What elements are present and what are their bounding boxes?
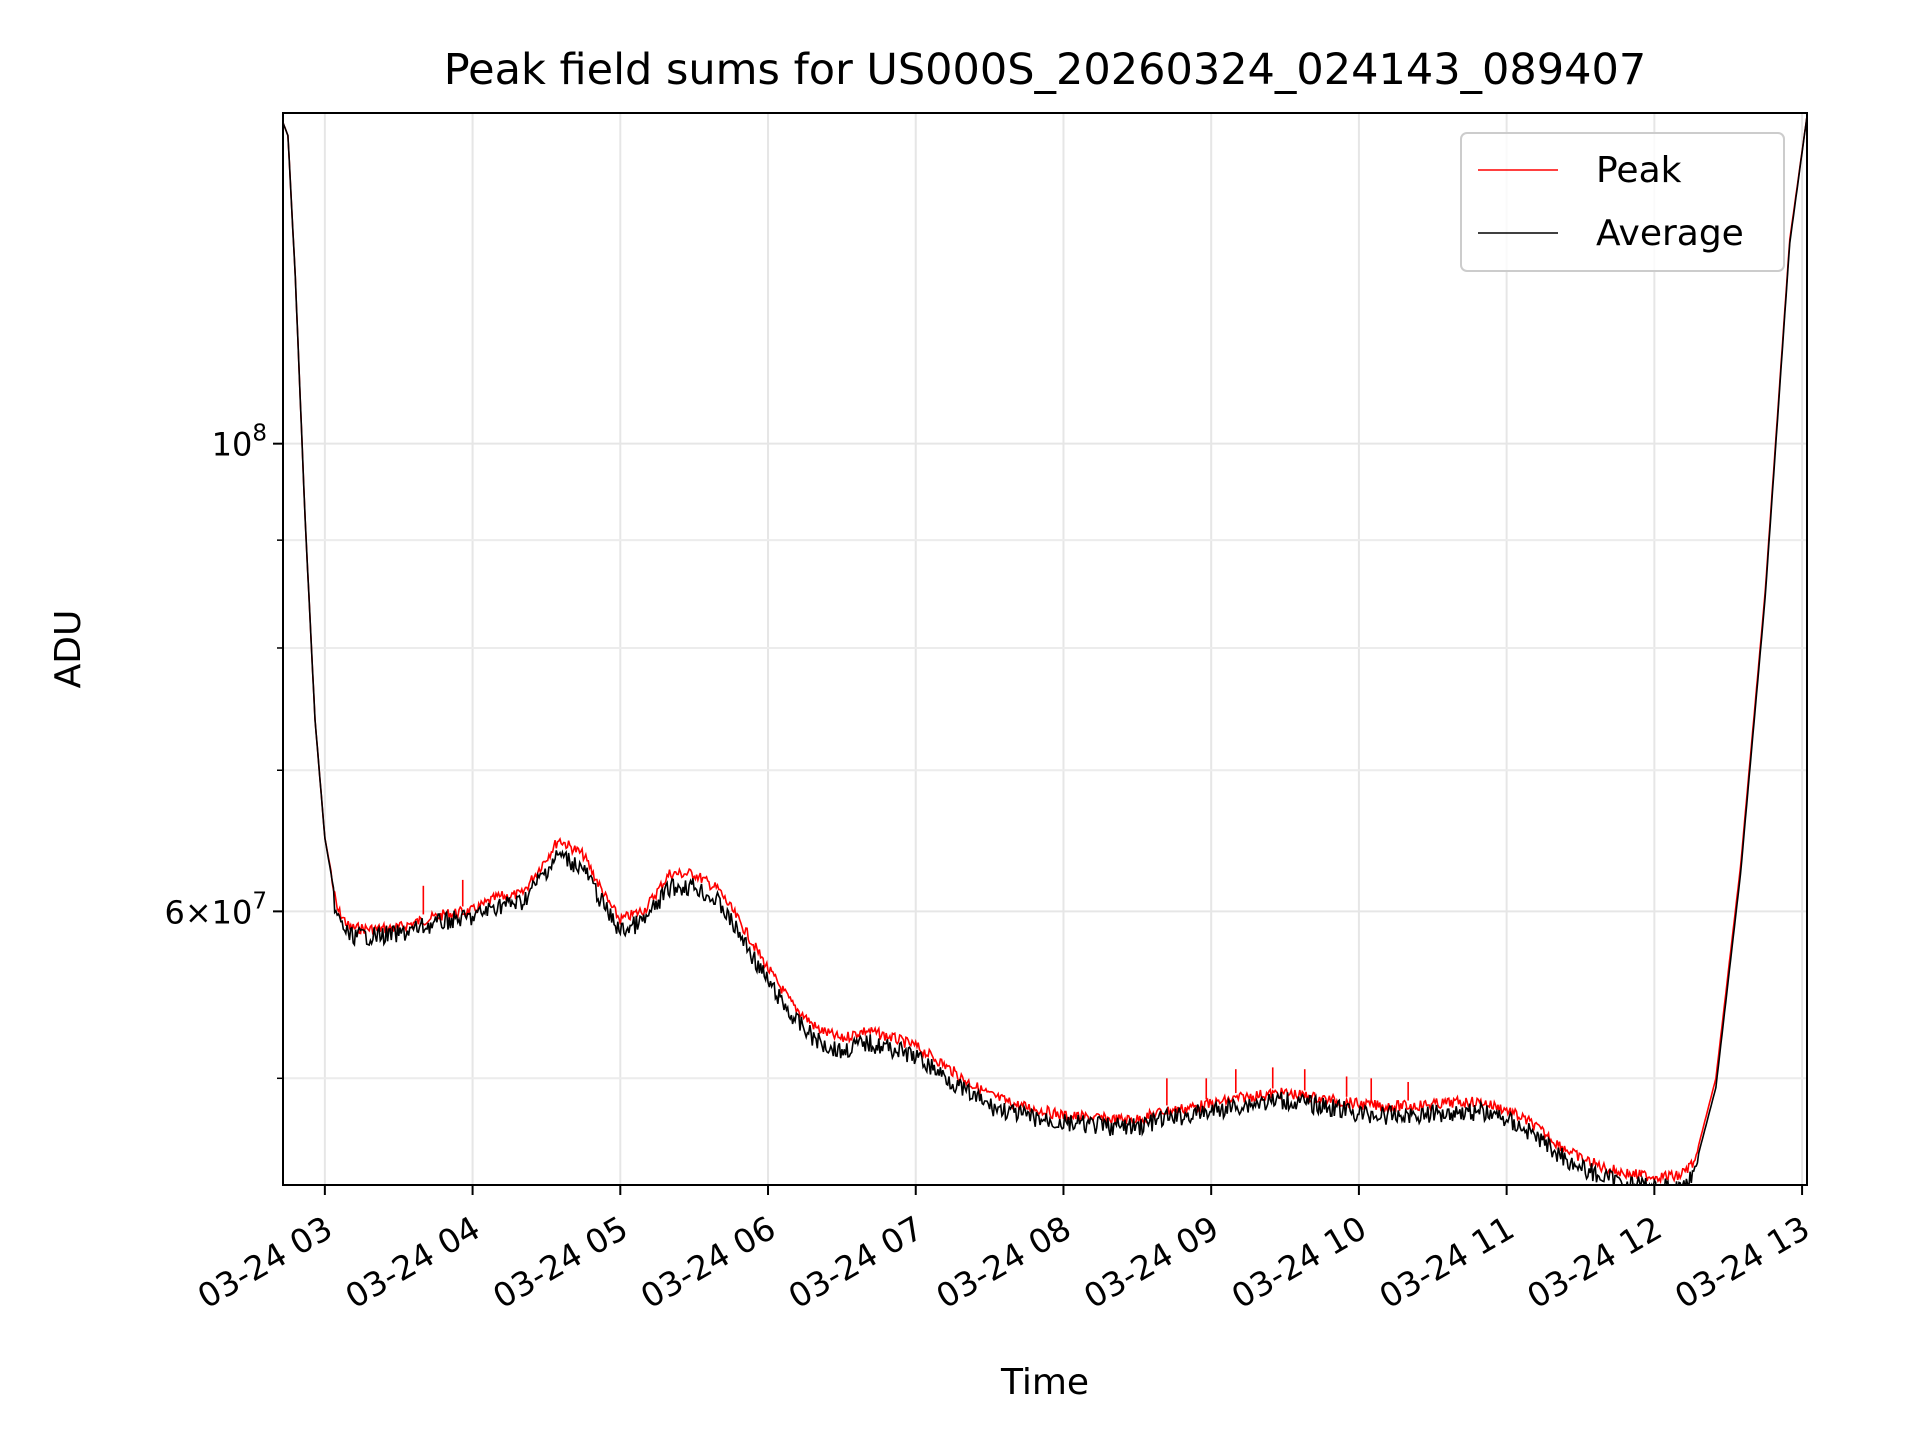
x-tick-label: 03-24 10 bbox=[1225, 1208, 1373, 1316]
y-tick-label: 108 bbox=[212, 421, 267, 464]
legend-label-average: Average bbox=[1596, 213, 1744, 254]
x-tick-label: 03-24 04 bbox=[339, 1208, 487, 1316]
legend: Peak Average bbox=[1460, 132, 1785, 272]
x-tick-label: 03-24 12 bbox=[1520, 1208, 1668, 1316]
legend-label-peak: Peak bbox=[1596, 150, 1682, 191]
x-tick-label: 03-24 08 bbox=[929, 1208, 1077, 1316]
x-tick-label: 03-24 06 bbox=[634, 1208, 782, 1316]
series-line-average bbox=[283, 116, 1807, 1185]
x-tick-label: 03-24 09 bbox=[1077, 1208, 1225, 1316]
legend-box bbox=[1460, 132, 1785, 272]
x-tick-label: 03-24 13 bbox=[1668, 1208, 1816, 1316]
x-tick-label: 03-24 07 bbox=[782, 1208, 930, 1316]
y-axis-label: ADU bbox=[48, 610, 89, 689]
chart-title: Peak field sums for US000S_20260324_0241… bbox=[444, 45, 1646, 95]
grid bbox=[283, 113, 1807, 1185]
series-layer bbox=[283, 116, 1807, 1185]
x-tick-label: 03-24 11 bbox=[1373, 1208, 1521, 1316]
x-tick-label: 03-24 05 bbox=[486, 1208, 634, 1316]
x-axis-label: Time bbox=[1000, 1362, 1089, 1403]
ticks: 03-24 03 03-24 04 03-24 05 03-24 06 03-24 07… bbox=[164, 421, 1816, 1316]
y-tick-label: 6×107 bbox=[164, 888, 267, 931]
series-group bbox=[283, 116, 1807, 1185]
plot-frame bbox=[282, 112, 1808, 1186]
x-tick-label: 03-24 03 bbox=[191, 1208, 339, 1316]
